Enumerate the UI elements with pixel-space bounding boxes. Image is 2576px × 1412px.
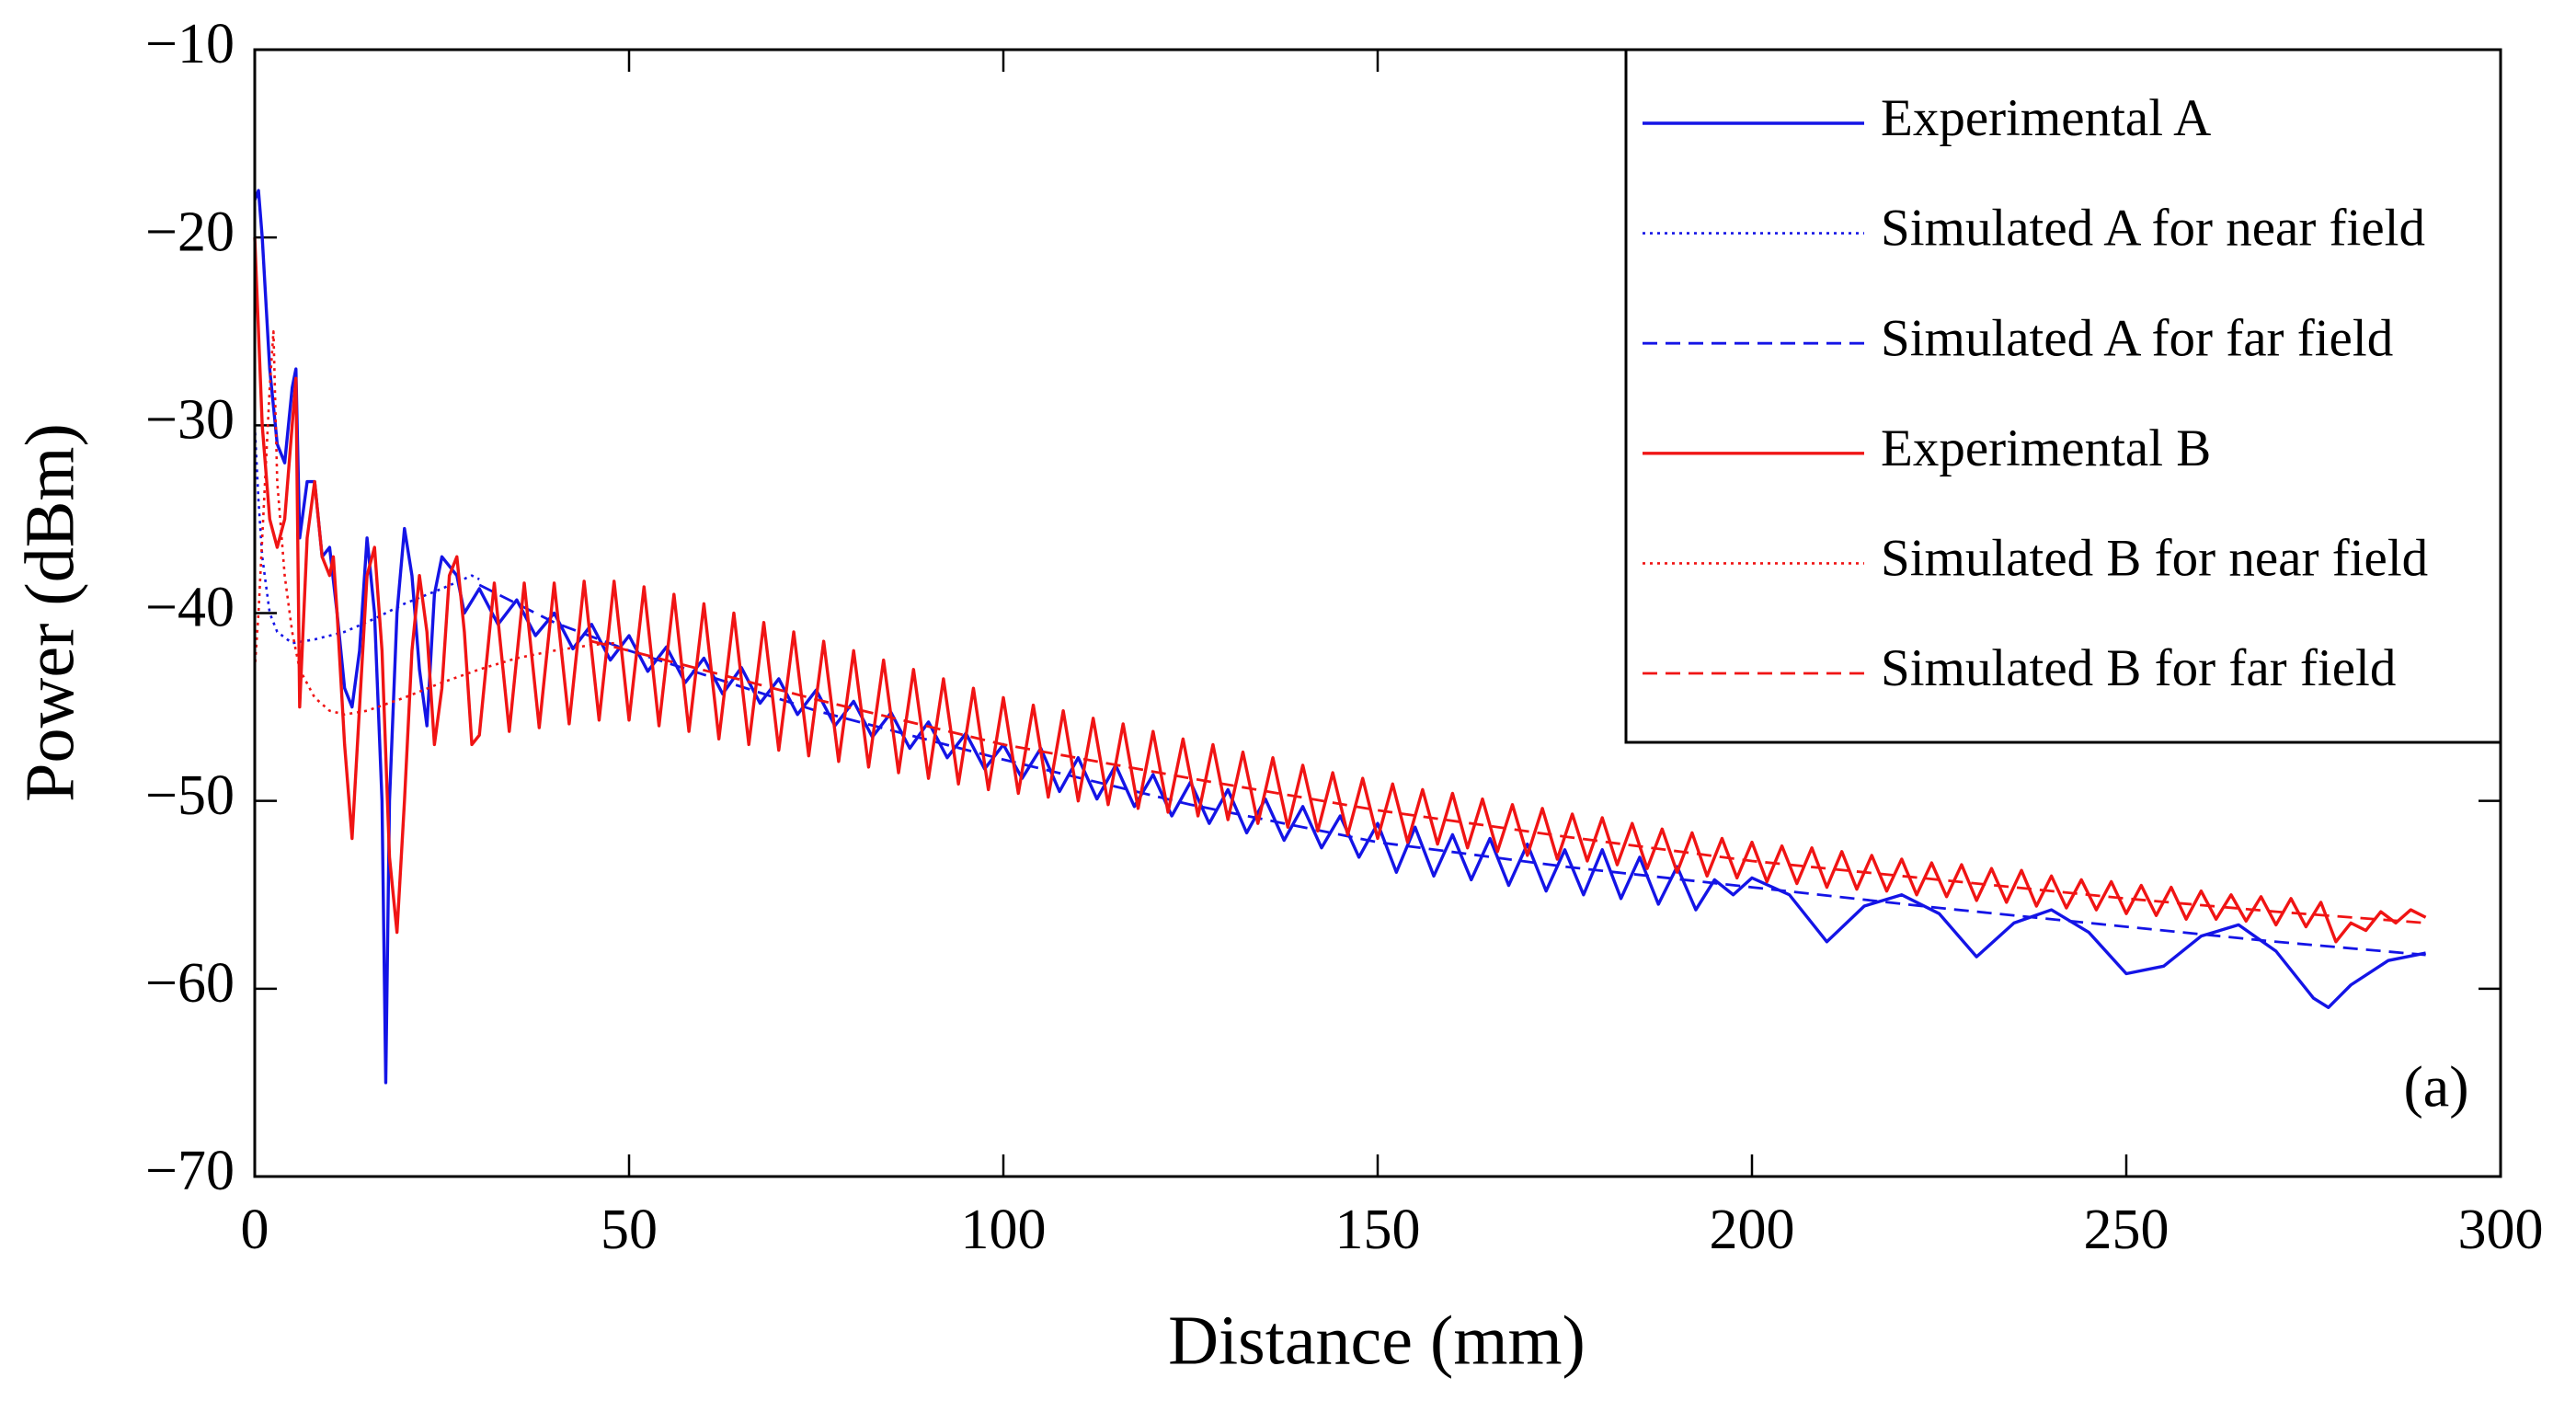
data-line — [253, 425, 480, 645]
data-line — [478, 583, 2426, 957]
x-tick-label: 300 — [2458, 1199, 2544, 1261]
legend-label: Simulated B for far field — [1881, 639, 2396, 697]
y-tick-label: −70 — [145, 1140, 235, 1202]
legend-label: Experimental B — [1881, 419, 2211, 477]
legend-label: Simulated B for near field — [1881, 529, 2428, 587]
y-tick-label: −60 — [145, 952, 235, 1015]
y-tick-label: −20 — [145, 201, 235, 263]
x-tick-label: 200 — [1710, 1199, 1795, 1261]
x-tick-label: 50 — [601, 1199, 658, 1261]
data-line — [253, 237, 2427, 944]
x-tick-label: 0 — [241, 1199, 269, 1261]
data-line — [253, 329, 614, 717]
annotation: (a) — [2403, 1054, 2468, 1119]
y-tick-label: −40 — [145, 577, 235, 639]
x-tick-label: 100 — [961, 1199, 1047, 1261]
data-line — [590, 639, 2426, 924]
legend-label: Simulated A for near field — [1881, 200, 2425, 258]
y-tick-label: −10 — [145, 13, 235, 75]
legend-label: Simulated A for far field — [1881, 309, 2393, 367]
y-tick-label: −50 — [145, 764, 235, 827]
legend-label: Experimental A — [1881, 89, 2211, 147]
x-tick-label: 150 — [1335, 1199, 1421, 1261]
y-axis-label: Power (dBm) — [11, 423, 88, 802]
x-axis-label: Distance (mm) — [1168, 1302, 1586, 1379]
legend-box — [1624, 48, 2502, 744]
y-tick-label: −30 — [145, 389, 235, 452]
legend: Experimental A Simulated A for near field… — [1624, 48, 2502, 744]
x-tick-label: 250 — [2084, 1199, 2170, 1261]
